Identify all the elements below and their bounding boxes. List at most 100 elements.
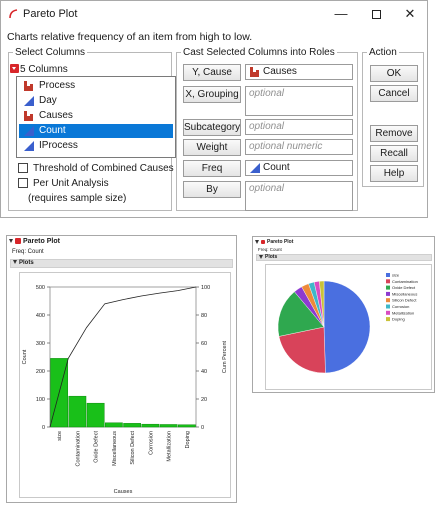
role-value: Count <box>263 162 290 173</box>
threshold-checkbox[interactable] <box>18 163 28 174</box>
continuous-column-icon <box>24 141 34 151</box>
column-list[interactable]: Process Day Causes Count IProcess <box>16 76 176 158</box>
columns-menu-icon[interactable] <box>10 64 19 73</box>
plot-area <box>49 286 197 428</box>
pareto-report: Pareto Plot Freq: Count Plots 0 100 200 300… <box>6 235 237 503</box>
column-item[interactable]: Count <box>19 124 173 138</box>
per-unit-label: Per Unit Analysis <box>33 178 109 189</box>
role-button-freq[interactable]: Freq <box>183 160 241 177</box>
role-drop-field[interactable]: optional numeric <box>245 139 353 155</box>
report-header[interactable]: Pareto Plot <box>9 238 60 245</box>
continuous-column-icon <box>24 96 34 106</box>
ok-button[interactable]: OK <box>370 65 418 82</box>
role-button-x-grouping[interactable]: X, Grouping <box>183 86 241 103</box>
title-bar[interactable]: Pareto Plot — ✕ <box>1 1 427 27</box>
role-button-y-cause[interactable]: Y, Cause <box>183 64 241 81</box>
x-axis-label: Causes <box>114 489 133 495</box>
role-drop-field[interactable]: Causes <box>245 64 353 80</box>
x-tick-label: Metallization <box>167 431 173 462</box>
x-tick-label: Doping <box>185 431 191 448</box>
role-drop-field[interactable]: optional <box>245 181 353 211</box>
y-tick-label: 300 <box>36 341 45 347</box>
pie-chart-frame: size Contamination Oxide Defect Miscellaneo… <box>265 264 432 390</box>
legend-swatch <box>386 285 390 290</box>
pareto-app-icon <box>9 9 18 19</box>
red-triangle-menu-icon[interactable] <box>15 238 21 245</box>
per-unit-checkbox[interactable] <box>18 178 28 189</box>
nominal-column-icon <box>250 67 260 77</box>
window-title: Pareto Plot <box>23 8 78 20</box>
per-unit-checkbox-row[interactable]: Per Unit Analysis <box>18 178 109 189</box>
pie-report-header[interactable]: Pareto Plot <box>255 239 293 245</box>
x-tick-label: size <box>57 431 63 441</box>
action-panel: Action <box>362 47 424 187</box>
column-item[interactable]: Causes <box>19 109 173 123</box>
legend-label: size <box>392 273 400 278</box>
maximize-button[interactable] <box>361 4 391 24</box>
column-name: Process <box>39 80 76 91</box>
role-button-by[interactable]: By <box>183 181 241 198</box>
threshold-checkbox-row[interactable]: Threshold of Combined Causes <box>18 163 174 174</box>
role-button-weight[interactable]: Weight <box>183 139 241 156</box>
plots-disclosure-icon[interactable] <box>13 260 17 265</box>
pie-red-triangle-icon[interactable] <box>261 239 265 244</box>
disclosure-icon[interactable] <box>9 239 13 244</box>
column-item[interactable]: IProcess <box>19 139 173 153</box>
plots-outline-bar[interactable]: Plots <box>10 259 233 268</box>
legend-label: Doping <box>392 317 405 322</box>
legend-label: Metallization <box>392 310 414 315</box>
role-drop-field[interactable]: Count <box>245 160 353 176</box>
y2-tick-label: 20 <box>201 397 207 403</box>
y2-tick-label: 100 <box>201 285 210 291</box>
pareto-bar-chart: 0 100 200 300 400 500 0 20 40 60 80 100 size Contamin… <box>22 285 228 495</box>
role-placeholder: optional <box>249 88 285 99</box>
help-button[interactable]: Help <box>370 165 418 182</box>
cum-percent-line <box>49 286 197 428</box>
pie-report-title: Pareto Plot <box>267 239 294 245</box>
legend-label: Silicon Defect <box>392 298 417 303</box>
plots-title: Plots <box>19 260 34 266</box>
cast-roles-legend: Cast Selected Columns into Roles <box>183 47 335 58</box>
y-tick-label: 400 <box>36 313 45 319</box>
sample-size-note: (requires sample size) <box>28 193 127 204</box>
role-button-subcategory[interactable]: Subcategory <box>183 119 241 136</box>
threshold-label: Threshold of Combined Causes <box>33 163 174 174</box>
nominal-column-icon <box>24 111 34 121</box>
pie-slice-doping <box>319 280 325 328</box>
role-drop-field[interactable]: optional <box>245 119 353 135</box>
x-tick-label: Contamination <box>75 431 81 466</box>
pie-slice-oxide-defect <box>277 291 325 337</box>
role-placeholder: optional numeric <box>249 141 323 152</box>
legend-swatch <box>386 291 390 296</box>
pie-disclosure-icon[interactable] <box>255 239 259 244</box>
y2-tick-label: 0 <box>201 425 204 431</box>
column-item[interactable]: Process <box>19 79 173 93</box>
close-button[interactable]: ✕ <box>404 6 416 21</box>
y-tick-label: 100 <box>36 397 45 403</box>
y-tick-label: 500 <box>36 285 45 291</box>
bar-contamination <box>68 395 87 428</box>
role-placeholder: optional <box>249 183 285 194</box>
continuous-column-icon <box>250 163 260 173</box>
action-legend: Action <box>369 47 397 58</box>
x-tick-label: Oxide Defect <box>94 431 100 463</box>
legend-label: Miscellaneous <box>392 291 417 296</box>
bar-metallization <box>159 424 178 428</box>
pie-plots-outline-bar[interactable]: Plots <box>256 254 432 261</box>
cancel-button[interactable]: Cancel <box>370 85 418 102</box>
remove-button[interactable]: Remove <box>370 125 418 142</box>
recall-button[interactable]: Recall <box>370 145 418 162</box>
column-name: Causes <box>39 110 73 121</box>
nominal-column-icon <box>24 81 34 91</box>
legend-label: Contamination <box>392 279 418 284</box>
column-name: Day <box>39 95 57 106</box>
pie-freq-label: Freq: Count <box>258 247 282 252</box>
role-drop-field[interactable]: optional <box>245 86 353 116</box>
pie-plots-disclosure-icon[interactable] <box>259 254 263 259</box>
dialog-description: Charts relative frequency of an item fro… <box>7 31 253 43</box>
pie-plots-title: Plots <box>265 254 278 260</box>
legend-swatch <box>386 317 390 322</box>
column-item[interactable]: Day <box>19 94 173 108</box>
maximize-icon <box>371 10 381 20</box>
minimize-button[interactable]: — <box>334 6 348 21</box>
